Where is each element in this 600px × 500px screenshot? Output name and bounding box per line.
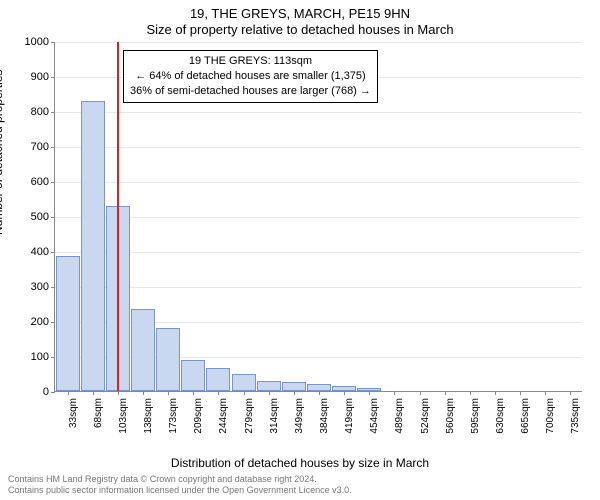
ytick-mark	[51, 42, 55, 43]
xtick-mark	[193, 391, 194, 395]
bar	[206, 368, 230, 391]
bar	[156, 328, 180, 391]
xtick-mark	[269, 391, 270, 395]
xtick-mark	[168, 391, 169, 395]
xtick-mark	[570, 391, 571, 395]
xtick-mark	[369, 391, 370, 395]
xtick-mark	[218, 391, 219, 395]
y-axis-label: Number of detached properties	[0, 70, 5, 235]
ytick-label: 900	[31, 71, 49, 83]
ytick-label: 600	[31, 176, 49, 188]
gridline	[55, 112, 582, 113]
footer-line-1: Contains HM Land Registry data © Crown c…	[8, 474, 592, 485]
bar	[131, 309, 155, 391]
xtick-mark	[394, 391, 395, 395]
xtick-mark	[545, 391, 546, 395]
gridline	[55, 147, 582, 148]
ytick-label: 500	[31, 211, 49, 223]
annotation-line: 36% of semi-detached houses are larger (…	[130, 84, 371, 99]
xtick-mark	[420, 391, 421, 395]
ytick-mark	[51, 147, 55, 148]
bar	[181, 360, 205, 392]
xtick-mark	[445, 391, 446, 395]
gridline	[55, 287, 582, 288]
ytick-mark	[51, 77, 55, 78]
bar	[307, 384, 331, 391]
bar	[81, 101, 105, 392]
xtick-mark	[495, 391, 496, 395]
page-title: 19, THE GREYS, MARCH, PE15 9HN	[0, 6, 600, 21]
xtick-mark	[470, 391, 471, 395]
ytick-label: 100	[31, 351, 49, 363]
annotation-line: 19 THE GREYS: 113sqm	[130, 54, 371, 69]
xtick-mark	[344, 391, 345, 395]
gridline	[55, 182, 582, 183]
ytick-mark	[51, 112, 55, 113]
bar	[56, 256, 80, 391]
annotation-box: 19 THE GREYS: 113sqm← 64% of detached ho…	[123, 50, 378, 103]
ytick-label: 400	[31, 246, 49, 258]
ytick-mark	[51, 217, 55, 218]
bar	[257, 381, 281, 392]
xtick-mark	[244, 391, 245, 395]
plot-area: 0100200300400500600700800900100033sqm68s…	[54, 42, 582, 392]
page-subtitle: Size of property relative to detached ho…	[0, 22, 600, 37]
ytick-label: 200	[31, 316, 49, 328]
ytick-mark	[51, 287, 55, 288]
marker-line	[117, 42, 119, 391]
ytick-label: 1000	[25, 36, 49, 48]
gridline	[55, 42, 582, 43]
footer-attribution: Contains HM Land Registry data © Crown c…	[8, 474, 592, 496]
ytick-mark	[51, 252, 55, 253]
ytick-mark	[51, 182, 55, 183]
bar	[282, 382, 306, 391]
ytick-label: 300	[31, 281, 49, 293]
xtick-mark	[294, 391, 295, 395]
x-axis-label: Distribution of detached houses by size …	[0, 456, 600, 470]
xtick-mark	[93, 391, 94, 395]
bar	[232, 374, 256, 392]
xtick-mark	[68, 391, 69, 395]
xtick-mark	[319, 391, 320, 395]
xtick-mark	[143, 391, 144, 395]
xtick-mark	[118, 391, 119, 395]
ytick-mark	[51, 322, 55, 323]
ytick-label: 800	[31, 106, 49, 118]
xtick-mark	[520, 391, 521, 395]
ytick-mark	[51, 357, 55, 358]
footer-line-2: Contains public sector information licen…	[8, 485, 592, 496]
gridline	[55, 252, 582, 253]
ytick-mark	[51, 392, 55, 393]
chart-container: 19, THE GREYS, MARCH, PE15 9HN Size of p…	[0, 0, 600, 500]
gridline	[55, 217, 582, 218]
annotation-line: ← 64% of detached houses are smaller (1,…	[130, 69, 371, 84]
ytick-label: 0	[43, 386, 49, 398]
ytick-label: 700	[31, 141, 49, 153]
